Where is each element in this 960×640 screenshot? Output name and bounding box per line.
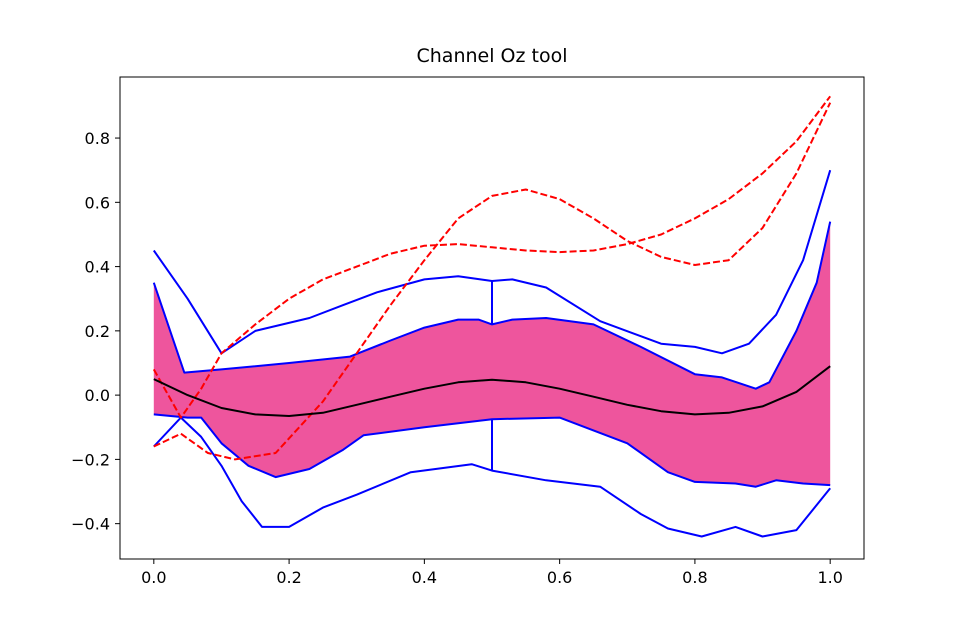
- y-tick-label-0: −0.4: [71, 515, 110, 534]
- y-tick-label-4: 0.4: [85, 258, 110, 277]
- x-tick-label-4: 0.8: [682, 568, 707, 587]
- y-tick-label-6: 0.8: [85, 129, 110, 148]
- y-tick-label-2: 0.0: [85, 386, 110, 405]
- y-tick-label-3: 0.2: [85, 322, 110, 341]
- chart-title: Channel Oz tool: [417, 45, 568, 67]
- x-tick-label-2: 0.4: [412, 568, 437, 587]
- x-tick-label-1: 0.2: [276, 568, 301, 587]
- plot-frame: [119, 76, 865, 560]
- series-line-6: [153, 365, 831, 417]
- series-line-4: [152, 95, 831, 419]
- x-tick-label-0: 0.0: [141, 568, 166, 587]
- band-lower-line: [153, 413, 831, 488]
- band-layer: [152, 221, 832, 488]
- series-line-3: [153, 416, 831, 538]
- series-line-5: [153, 102, 832, 461]
- y-tick-label-5: 0.6: [85, 193, 110, 212]
- y-tick-label-1: −0.2: [71, 450, 110, 469]
- series-line-0: [152, 169, 832, 355]
- confidence-band: [153, 221, 831, 487]
- x-axis: 0.0 0.2 0.4 0.6 0.8 1.0: [141, 559, 843, 587]
- band-upper-line: [152, 221, 832, 390]
- x-tick-label-5: 1.0: [817, 568, 842, 587]
- series-layer: [152, 95, 832, 538]
- plot-area: [119, 76, 865, 560]
- x-tick-label-3: 0.6: [547, 568, 572, 587]
- y-axis: −0.4 −0.2 0.0 0.2 0.4 0.6 0.8: [71, 129, 120, 534]
